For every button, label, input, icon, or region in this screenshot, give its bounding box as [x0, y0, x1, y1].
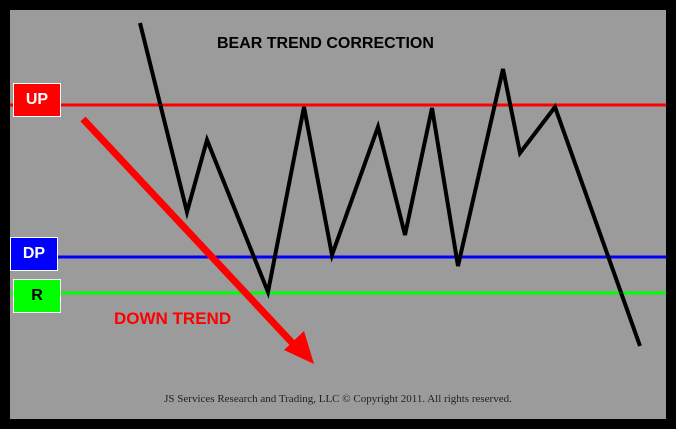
diagram-panel: [10, 10, 666, 419]
up-level-label: UP: [13, 83, 61, 117]
down-trend-label: DOWN TREND: [114, 309, 232, 328]
price-path: [138, 22, 642, 347]
diagram-title: BEAR TREND CORRECTION: [217, 35, 434, 52]
copyright-notice: JS Services Research and Trading, LLC © …: [164, 393, 512, 405]
dp-level-label: DP: [10, 237, 58, 271]
r-level-label: R: [13, 279, 61, 313]
down-trend-arrowhead: [284, 331, 314, 364]
down-trend-arrow: [80, 116, 300, 351]
